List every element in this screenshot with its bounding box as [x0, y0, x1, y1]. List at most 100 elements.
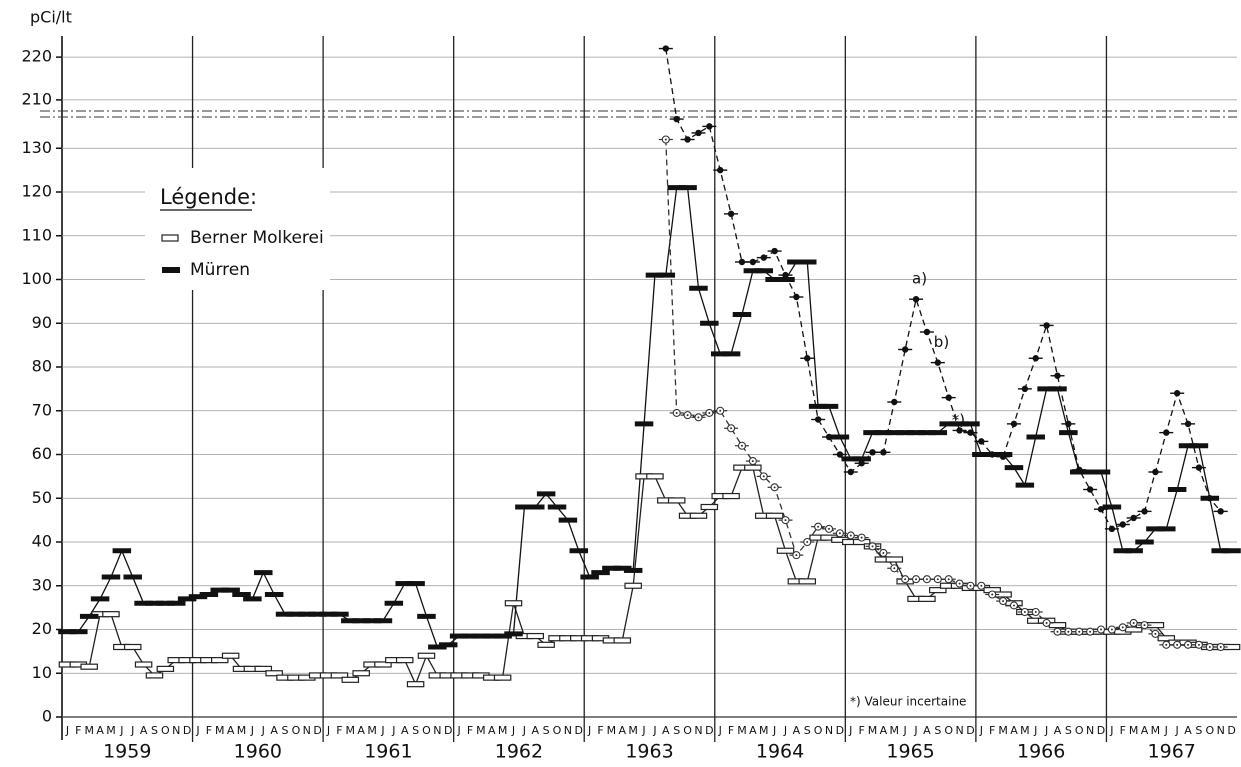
month-label: O — [422, 724, 431, 737]
marker — [1135, 539, 1154, 545]
marker-dot — [936, 578, 939, 581]
y-tick-label: 80 — [32, 357, 52, 376]
marker — [145, 600, 164, 606]
marker-dot — [999, 453, 1007, 460]
month-label: A — [662, 724, 670, 737]
marker — [680, 411, 695, 420]
y-tick-label: 110 — [21, 225, 52, 244]
month-label: F — [597, 724, 603, 737]
month-label: O — [292, 724, 301, 737]
marker — [1213, 642, 1228, 652]
marker — [776, 547, 795, 554]
marker-dot — [1154, 632, 1157, 635]
marker — [624, 582, 642, 589]
month-label: J — [195, 724, 199, 737]
marker — [1015, 482, 1035, 488]
month-label: D — [313, 724, 321, 737]
marker — [789, 551, 804, 560]
marker — [1178, 443, 1198, 449]
marker — [537, 641, 555, 648]
month-label: J — [130, 724, 134, 737]
month-label: N — [1217, 724, 1225, 737]
marker-dot — [1023, 611, 1026, 613]
marker — [898, 346, 913, 353]
marker — [341, 618, 360, 624]
year-label: 1963 — [625, 741, 673, 763]
marker — [1148, 468, 1163, 476]
y-tick-label: 60 — [32, 444, 52, 463]
marker — [800, 355, 815, 362]
marker — [952, 427, 967, 434]
month-label: A — [619, 724, 627, 737]
marker — [689, 512, 708, 519]
marker-dot — [793, 293, 800, 301]
month-label: A — [401, 724, 409, 737]
marker-dot — [762, 475, 765, 478]
marker-dot — [860, 536, 863, 539]
marker — [658, 135, 673, 144]
annotation: a) — [912, 270, 927, 288]
y-axis-label: pCi/lt — [30, 8, 72, 27]
marker-dot — [697, 416, 700, 419]
marker — [798, 578, 817, 585]
marker — [843, 531, 858, 540]
marker-dot — [871, 545, 874, 548]
marker — [811, 416, 826, 423]
marker — [308, 611, 327, 617]
y-tick-label: 30 — [32, 575, 52, 594]
month-label: J — [261, 724, 265, 737]
marker — [950, 421, 969, 427]
marker — [471, 633, 491, 639]
annotation: *) — [952, 411, 965, 429]
marker — [210, 587, 230, 593]
month-label: J — [511, 724, 515, 737]
marker — [591, 570, 610, 576]
month-label: A — [140, 724, 148, 737]
marker-dot — [915, 578, 918, 581]
y-tick-label: 220 — [21, 47, 52, 66]
marker — [724, 210, 739, 218]
marker — [417, 652, 436, 659]
marker-dot — [991, 593, 994, 596]
marker — [156, 600, 175, 606]
marker — [188, 594, 208, 600]
marker-dot — [806, 541, 809, 543]
marker-dot — [760, 254, 767, 261]
month-label: J — [380, 724, 384, 737]
marker — [972, 452, 991, 457]
month-label: F — [728, 724, 734, 737]
month-label: M — [998, 724, 1008, 737]
marker-dot — [1065, 420, 1072, 428]
marker — [669, 115, 684, 123]
marker — [145, 672, 164, 679]
y-tick-label: 20 — [32, 619, 52, 638]
marker — [1159, 640, 1174, 649]
marker-dot — [1034, 611, 1037, 613]
plot: a) b) *) *) Valeur incertaine — [58, 45, 1241, 709]
marker-dot — [771, 247, 778, 255]
marker — [134, 600, 153, 606]
marker — [974, 438, 989, 445]
marker-dot — [1184, 420, 1192, 428]
marker — [928, 430, 948, 436]
series-line — [665, 139, 1221, 648]
month-label: O — [1075, 724, 1084, 737]
marker-dot — [1032, 355, 1039, 362]
month-label: F — [75, 724, 81, 737]
marker — [645, 272, 665, 278]
marker — [756, 254, 771, 261]
marker — [822, 433, 837, 441]
marker — [778, 516, 793, 525]
marker — [702, 408, 717, 417]
marker-dot — [836, 451, 844, 458]
marker — [101, 574, 121, 580]
marker-dot — [664, 138, 667, 141]
marker-dot — [1163, 429, 1170, 436]
marker-dot — [804, 355, 811, 362]
marker — [1126, 514, 1141, 522]
marker-dot — [695, 129, 702, 137]
marker — [1189, 443, 1209, 449]
marker — [1202, 495, 1217, 502]
month-label: M — [237, 724, 247, 737]
month-label: A — [1054, 724, 1062, 737]
